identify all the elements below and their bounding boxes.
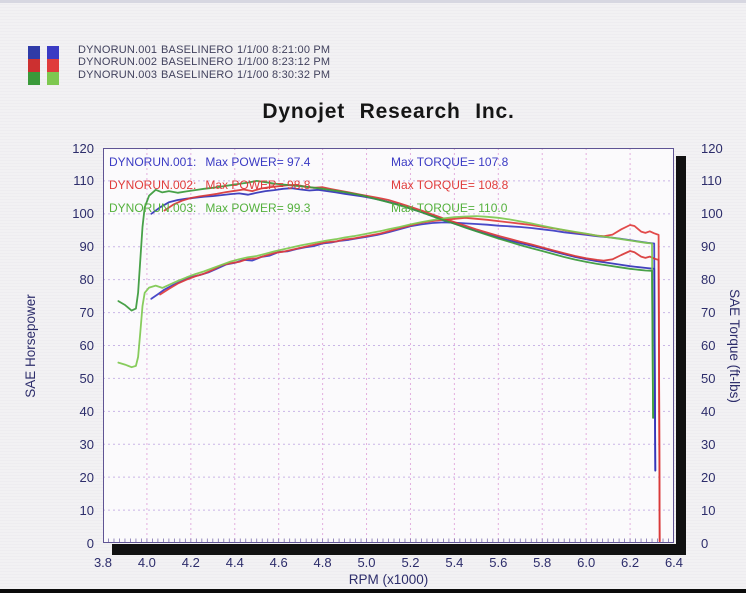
- legend-baseline-label: BASELINERO: [161, 68, 234, 81]
- y-axis-tick-label-left: 50: [79, 370, 94, 386]
- annotation-max-power: Max POWER= 98.8: [205, 178, 311, 192]
- run-legend: DYNORUN.001 BASELINERO 1/1/00 8:21:00 PM D…: [78, 44, 330, 81]
- legend-swatch: [28, 46, 40, 59]
- y-axis-tick-label-right: 0: [701, 535, 709, 551]
- x-axis-tick-label: 6.0: [577, 555, 596, 570]
- legend-run-name: DYNORUN.002: [78, 56, 158, 69]
- y-axis-tick-label-left: 60: [79, 338, 94, 353]
- legend-row: DYNORUN.003 BASELINERO 1/1/00 8:30:32 PM: [78, 69, 330, 81]
- y-axis-tick-label-right: 10: [701, 502, 716, 518]
- right-axis-title: SAE Torque (ft-lbs): [727, 289, 742, 403]
- annotation-run-name: DYNORUN.003:: [109, 201, 197, 215]
- legend-swatch: [47, 46, 59, 59]
- y-axis-tick-label-right: 110: [701, 173, 722, 189]
- annotation-max-torque: Max TORQUE= 110.0: [391, 201, 508, 215]
- legend-swatch: [47, 72, 59, 85]
- annotation-max-power: Max POWER= 99.3: [205, 201, 311, 215]
- x-axis-tick-label: 5.4: [445, 555, 464, 570]
- plot-shadow-bottom: [112, 544, 686, 555]
- plot-shadow-right: [676, 156, 686, 555]
- legend-run-name: DYNORUN.003: [78, 68, 158, 81]
- y-axis-tick-label-left: 40: [79, 403, 94, 419]
- annotation-row: DYNORUN.001: Max POWER= 97.4 Max TORQUE= …: [109, 155, 669, 169]
- y-axis-tick-label-right: 90: [701, 239, 716, 255]
- y-axis-tick-label-right: 30: [701, 436, 716, 452]
- legend-baseline-label: BASELINERO: [161, 56, 234, 69]
- curve-dynorun-002-hp: [159, 216, 661, 543]
- x-axis-tick-label: 4.6: [269, 555, 288, 570]
- x-axis-tick-label: 5.8: [533, 555, 552, 570]
- annotation-row: DYNORUN.002: Max POWER= 98.8 Max TORQUE= …: [109, 178, 669, 192]
- x-axis-tick-label: 5.2: [401, 555, 420, 570]
- y-axis-tick-label-right: 120: [701, 140, 723, 156]
- x-axis-tick-label: 4.8: [313, 555, 332, 570]
- legend-baseline-label: BASELINERO: [161, 44, 234, 56]
- top-edge-strip: [0, 0, 746, 3]
- y-axis-tick-label-right: 40: [701, 403, 716, 419]
- x-axis-tick-label: 6.4: [664, 555, 684, 570]
- y-axis-tick-label-left: 20: [79, 469, 94, 485]
- legend-run-datetime: 1/1/00 8:30:32 PM: [237, 68, 331, 81]
- y-axis-tick-label-left: 90: [79, 239, 94, 255]
- curve-dynorun-002-torque: [163, 184, 661, 543]
- curve-dynorun-003-torque: [117, 180, 654, 419]
- x-axis-tick-label: 4.4: [225, 555, 244, 570]
- page-title: Dynojet Research Inc.: [262, 100, 515, 123]
- y-axis-tick-label-left: 30: [79, 436, 94, 452]
- annotation-max-torque: Max TORQUE= 107.8: [391, 155, 509, 169]
- legend-row: DYNORUN.002 BASELINERO 1/1/00 8:23:12 PM: [78, 56, 330, 68]
- y-axis-tick-label-right: 60: [701, 338, 716, 353]
- annotation-max-torque: Max TORQUE= 108.8: [391, 178, 509, 192]
- y-axis-tick-label-left: 120: [72, 140, 94, 156]
- y-axis-tick-label-right: 70: [701, 305, 716, 321]
- x-axis-tick-label: 5.0: [357, 555, 376, 570]
- legend-swatch: [28, 72, 40, 85]
- plot-area: DYNORUN.001: Max POWER= 97.4 Max TORQUE= …: [103, 148, 674, 543]
- y-axis-tick-label-left: 80: [79, 272, 94, 288]
- annotation-row: DYNORUN.003: Max POWER= 99.3 Max TORQUE= …: [109, 201, 669, 215]
- legend-row: DYNORUN.001 BASELINERO 1/1/00 8:21:00 PM: [78, 44, 330, 56]
- annotation-max-power: Max POWER= 97.4: [205, 155, 311, 169]
- legend-run-datetime: 1/1/00 8:23:12 PM: [237, 56, 331, 69]
- legend-swatch: [28, 59, 40, 72]
- legend-run-datetime: 1/1/00 8:21:00 PM: [237, 44, 331, 56]
- y-axis-tick-label-left: 100: [72, 206, 94, 222]
- y-axis-tick-label-right: 100: [701, 206, 723, 222]
- legend-swatch: [47, 59, 59, 72]
- run-legend-swatches: [28, 46, 60, 85]
- y-axis-tick-label-right: 20: [701, 469, 716, 485]
- x-axis-tick-label: 4.2: [181, 555, 200, 570]
- x-axis-tick-label: 5.6: [489, 555, 508, 570]
- y-axis-tick-label-left: 0: [86, 535, 94, 551]
- x-axis-tick-label: 6.2: [621, 555, 640, 570]
- plot-frame: [103, 148, 674, 543]
- y-axis-tick-label-left: 110: [73, 173, 94, 189]
- y-axis-tick-label-right: 80: [701, 272, 716, 288]
- legend-run-name: DYNORUN.001: [78, 44, 158, 56]
- curve-dynorun-003-hp: [117, 215, 654, 419]
- y-axis-tick-label-right: 50: [701, 370, 716, 386]
- x-axis-title: RPM (x1000): [348, 572, 429, 587]
- y-axis-tick-label-left: 10: [79, 502, 94, 518]
- dyno-plot-canvas: [103, 148, 674, 543]
- annotation-run-name: DYNORUN.001:: [109, 155, 197, 169]
- x-axis-tick-label: 3.8: [93, 555, 113, 570]
- x-axis-tick-label: 4.0: [137, 555, 156, 570]
- bottom-edge-bar: [0, 589, 746, 593]
- y-axis-tick-label-left: 70: [79, 305, 94, 321]
- left-axis-title: SAE Horsepower: [23, 294, 38, 398]
- annotation-run-name: DYNORUN.002:: [109, 178, 197, 192]
